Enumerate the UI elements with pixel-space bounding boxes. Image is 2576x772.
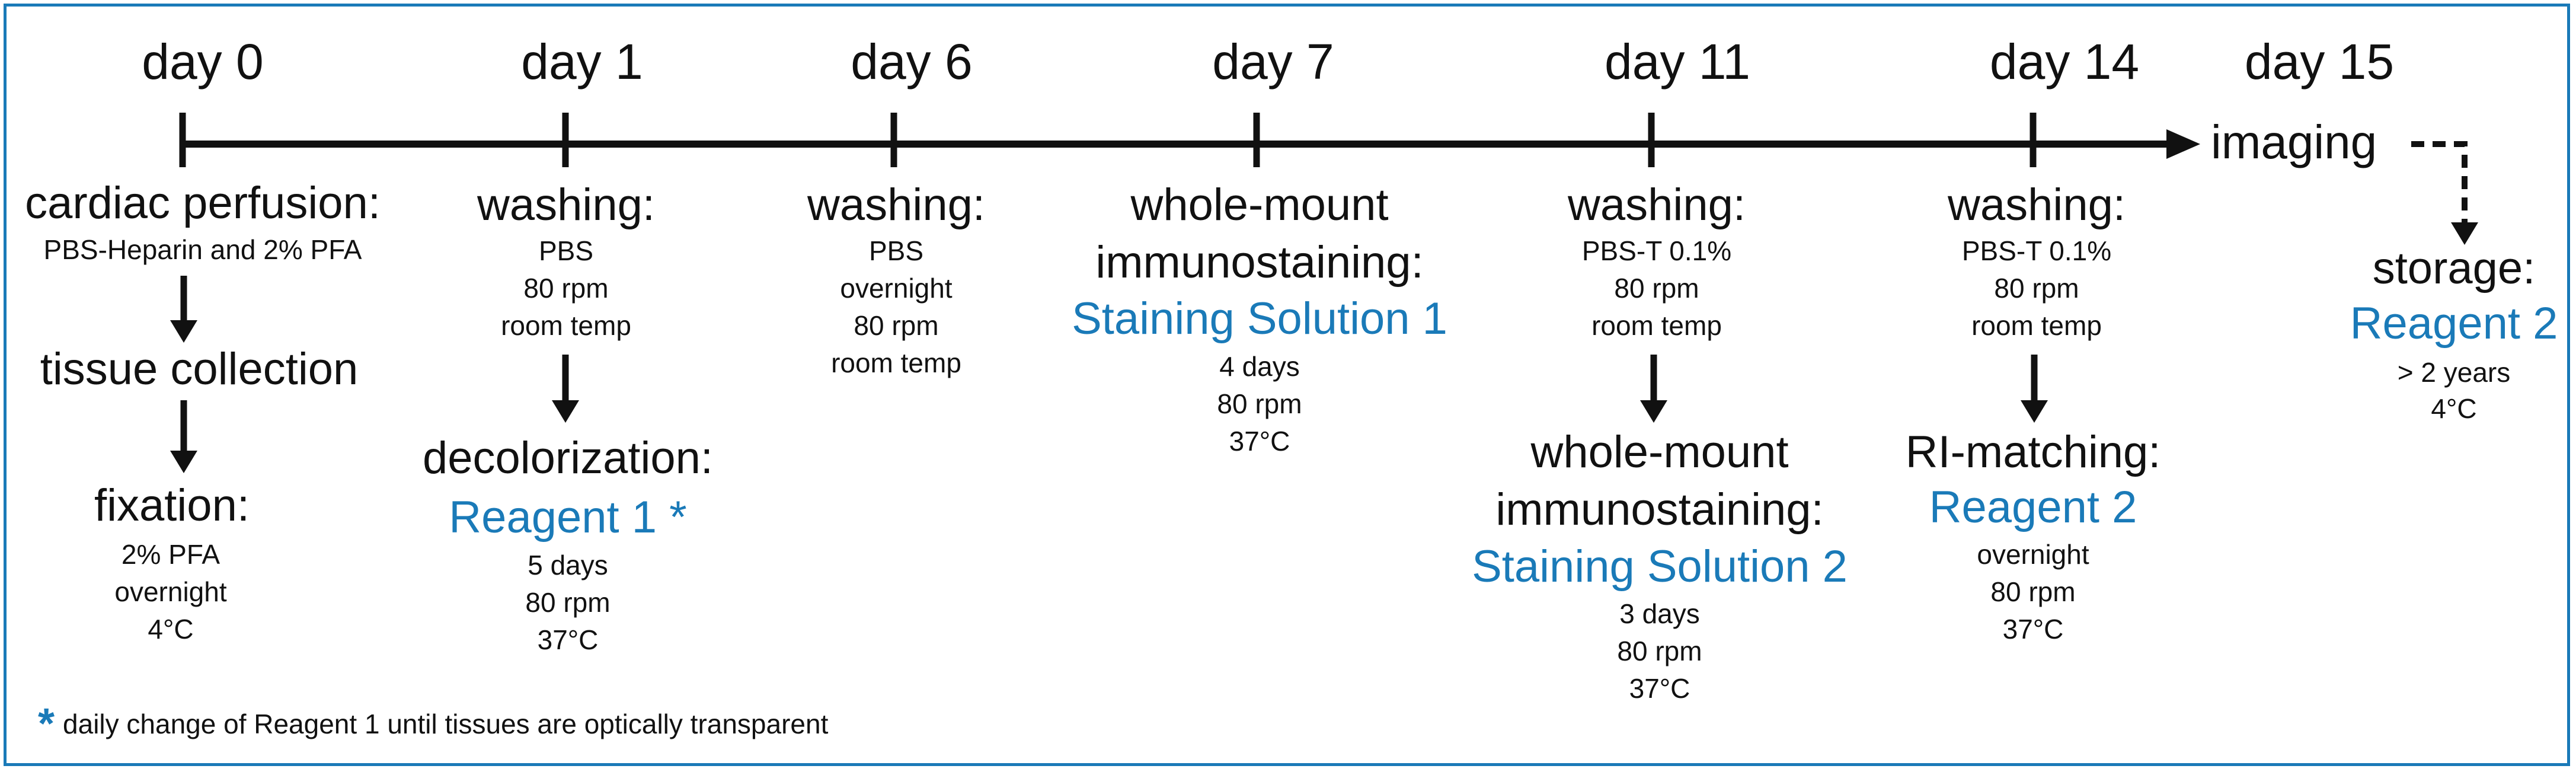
ri-matching-line-1: overnight xyxy=(1977,539,2089,570)
day6-washing-line-3: 80 rpm xyxy=(854,310,939,341)
ri-matching-line-2: 80 rpm xyxy=(1990,576,2076,607)
day-label-0: day 0 xyxy=(142,34,264,90)
dashed-arrow-imaging-to-storage xyxy=(2411,141,2478,245)
day7-line-1: 4 days xyxy=(1219,351,1300,382)
footnote-star: * xyxy=(38,700,55,748)
ri-matching-title: RI-matching: xyxy=(1905,427,2161,477)
day11-washing-line-2: 80 rpm xyxy=(1614,273,1699,304)
day14-washing-title: washing: xyxy=(1948,180,2126,230)
day11-stain-line-2: 80 rpm xyxy=(1617,636,1702,666)
day-label-1: day 1 xyxy=(521,34,643,90)
staining-solution-2: Staining Solution 2 xyxy=(1472,541,1848,592)
day7-line-3: 37°C xyxy=(1229,426,1290,457)
day1-washing-line-3: room temp xyxy=(501,310,631,341)
day11-stain-title-line-1: whole-mount xyxy=(1530,427,1789,477)
day11-washing-title: washing: xyxy=(1568,180,1746,230)
day11-stain-title-line-2: immunostaining: xyxy=(1495,484,1824,535)
decolorization-line-3: 37°C xyxy=(537,624,599,655)
diagram-frame xyxy=(4,4,2570,766)
fixation-line-1: 2% PFA xyxy=(121,539,220,570)
collection-title: tissue collection xyxy=(40,344,359,394)
day1-washing-line-1: PBS xyxy=(538,235,594,266)
day11-washing-line-1: PBS-T 0.1% xyxy=(1581,235,1732,266)
ri-matching-reagent: Reagent 2 xyxy=(1929,482,2137,532)
storage-line-1: > 2 years xyxy=(2397,357,2511,388)
arrow-collection-to-fixation xyxy=(170,400,197,473)
day14-washing-line-3: room temp xyxy=(1971,310,2102,341)
staining-solution-1: Staining Solution 1 xyxy=(1072,294,1447,344)
decolorization-line-1: 5 days xyxy=(528,550,608,580)
decolorization-line-2: 80 rpm xyxy=(525,587,611,618)
day-label-6: day 6 xyxy=(851,34,973,90)
day6-washing-line-4: room temp xyxy=(831,347,961,378)
day6-washing-title: washing: xyxy=(807,180,985,230)
decolorization-title: decolorization: xyxy=(422,433,714,483)
day-label-11: day 11 xyxy=(1605,34,1750,90)
day14-washing-line-1: PBS-T 0.1% xyxy=(1961,235,2112,266)
footnote-text: daily change of Reagent 1 until tissues … xyxy=(63,709,829,739)
perfusion-detail: PBS-Heparin and 2% PFA xyxy=(43,234,362,265)
arrow-washing-to-immunostaining-2 xyxy=(1640,355,1667,423)
arrow-washing-to-decolorization xyxy=(552,355,579,423)
day11-stain-line-1: 3 days xyxy=(1619,598,1700,629)
storage-title: storage: xyxy=(2372,243,2536,294)
day7-title-line-2: immunostaining: xyxy=(1095,237,1424,288)
decolorization-reagent: Reagent 1 * xyxy=(449,492,687,543)
imaging-label: imaging xyxy=(2211,116,2377,168)
day7-line-2: 80 rpm xyxy=(1217,388,1302,419)
day7-title-line-1: whole-mount xyxy=(1130,180,1389,230)
arrow-perfusion-to-collection xyxy=(170,276,197,343)
day-label-14: day 14 xyxy=(1989,34,2140,90)
day6-washing-line-1: PBS xyxy=(868,235,924,266)
day1-washing-line-2: 80 rpm xyxy=(523,273,609,304)
day-label-15: day 15 xyxy=(2244,34,2395,90)
timeline-arrowhead xyxy=(2166,129,2200,159)
fixation-line-3: 4°C xyxy=(148,614,194,645)
day6-washing-line-2: overnight xyxy=(840,273,953,304)
perfusion-title: cardiac perfusion: xyxy=(25,178,381,228)
storage-reagent: Reagent 2 xyxy=(2350,298,2558,349)
day11-stain-line-3: 37°C xyxy=(1629,673,1690,704)
fixation-title: fixation: xyxy=(94,480,250,531)
ri-matching-line-3: 37°C xyxy=(2002,614,2064,645)
storage-line-2: 4°C xyxy=(2431,393,2477,424)
footnote: * daily change of Reagent 1 until tissues… xyxy=(38,703,828,745)
day1-washing-title: washing: xyxy=(477,180,655,230)
day14-washing-line-2: 80 rpm xyxy=(1994,273,2079,304)
fixation-line-2: overnight xyxy=(114,576,227,607)
day11-washing-line-3: room temp xyxy=(1591,310,1722,341)
arrow-washing-to-ri-matching xyxy=(2021,355,2048,423)
day-label-7: day 7 xyxy=(1212,34,1334,90)
